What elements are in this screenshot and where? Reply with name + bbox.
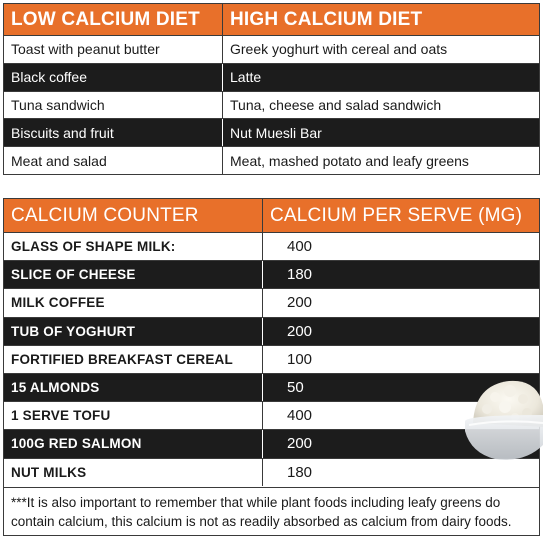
table-row: 100G RED SALMON 200 xyxy=(4,429,539,458)
high-diet-item: Tuna, cheese and salad sandwich xyxy=(230,96,442,113)
food-item: 1 SERVE TOFU xyxy=(4,402,263,430)
table-row: Black coffee Latte xyxy=(4,62,539,91)
low-diet-item: Toast with peanut butter xyxy=(4,36,223,63)
calcium-value: 100 xyxy=(287,350,313,368)
footnote: ***It is also important to remember that… xyxy=(4,487,539,535)
low-diet-item: Black coffee xyxy=(4,63,223,91)
diet-table-header: LOW CALCIUM DIET HIGH CALCIUM DIET xyxy=(4,4,539,35)
food-item: 100G RED SALMON xyxy=(4,430,263,458)
low-diet-item: Tuna sandwich xyxy=(4,91,223,119)
header-high-calcium: HIGH CALCIUM DIET xyxy=(230,8,423,30)
table-row: Tuna sandwich Tuna, cheese and salad san… xyxy=(4,90,539,119)
table-row: Toast with peanut butter Greek yoghurt w… xyxy=(4,35,539,63)
food-item: NUT MILKS xyxy=(4,458,263,486)
calcium-value: 400 xyxy=(287,407,313,425)
table-row: Meat and salad Meat, mashed potato and l… xyxy=(4,146,539,174)
table-row: 1 SERVE TOFU 400 xyxy=(4,401,539,430)
calcium-value: 180 xyxy=(287,266,313,284)
high-diet-item: Greek yoghurt with cereal and oats xyxy=(230,41,448,58)
calcium-value: 200 xyxy=(287,322,313,340)
counter-table-header: CALCIUM COUNTER CALCIUM PER SERVE (MG) xyxy=(4,199,539,232)
table-row: SLICE OF CHEESE 180 xyxy=(4,260,539,289)
calcium-counter-table: CALCIUM COUNTER CALCIUM PER SERVE (MG) G… xyxy=(3,198,540,536)
food-item: MILK COFFEE xyxy=(4,289,263,317)
food-item: TUB OF YOGHURT xyxy=(4,317,263,345)
header-calcium-counter: CALCIUM COUNTER xyxy=(4,199,263,232)
food-item: FORTIFIED BREAKFAST CEREAL xyxy=(4,345,263,373)
calcium-value: 400 xyxy=(287,238,313,256)
table-row: NUT MILKS 180 xyxy=(4,457,539,486)
calcium-value: 180 xyxy=(287,463,313,481)
food-item: 15 ALMONDS xyxy=(4,373,263,402)
calcium-value: 200 xyxy=(287,435,313,453)
table-row: Biscuits and fruit Nut Muesli Bar xyxy=(4,118,539,147)
table-row: 15 ALMONDS 50 xyxy=(4,372,539,402)
food-item: SLICE OF CHEESE xyxy=(4,261,263,289)
high-diet-item: Latte xyxy=(230,69,262,86)
table-row: TUB OF YOGHURT 200 xyxy=(4,316,539,345)
calcium-value: 50 xyxy=(287,379,304,397)
table-row: MILK COFFEE 200 xyxy=(4,288,539,317)
table-row: GLASS OF SHAPE MILK: 400 xyxy=(4,232,539,261)
header-low-calcium: LOW CALCIUM DIET xyxy=(4,4,223,35)
diet-comparison-table: LOW CALCIUM DIET HIGH CALCIUM DIET Toast… xyxy=(3,3,540,175)
food-item: GLASS OF SHAPE MILK: xyxy=(4,233,263,261)
low-diet-item: Meat and salad xyxy=(4,147,223,174)
table-row: FORTIFIED BREAKFAST CEREAL 100 xyxy=(4,344,539,373)
high-diet-item: Meat, mashed potato and leafy greens xyxy=(230,152,469,169)
low-diet-item: Biscuits and fruit xyxy=(4,119,223,147)
high-diet-item: Nut Muesli Bar xyxy=(230,124,322,141)
calcium-value: 200 xyxy=(287,294,313,312)
header-calcium-per-serve: CALCIUM PER SERVE (MG) xyxy=(270,204,523,226)
